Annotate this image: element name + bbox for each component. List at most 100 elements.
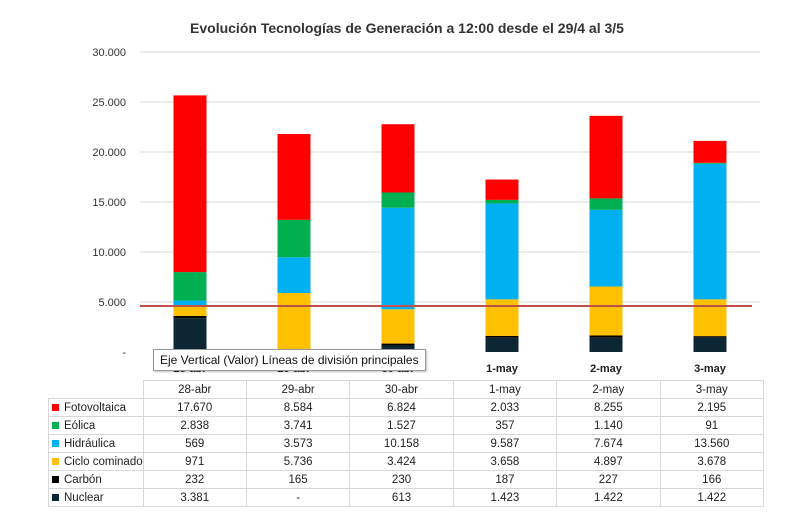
legend-entry: Eólica (48, 416, 144, 435)
table-corner (48, 380, 144, 399)
bar-segment (381, 343, 415, 346)
bar-segment (485, 337, 519, 352)
bar-segment (693, 336, 727, 338)
table-column-header: 1-may (452, 380, 558, 399)
y-axis-ticks: - 5.000 10.000 15.000 20.000 25.000 30.000 (92, 47, 126, 359)
table-header-row: 28-abr 29-abr 30-abr 1-may 2-may 3-may (48, 380, 765, 399)
table-cell: 165 (245, 470, 351, 489)
y-tick-label: 25.000 (92, 97, 126, 109)
table-cell: 613 (349, 488, 454, 507)
chart-title: Evolución Tecnologías de Generación a 12… (190, 20, 624, 36)
table-cell: 1.422 (659, 488, 765, 507)
x-category-label: 3-may (694, 363, 727, 375)
bar-segment (485, 335, 519, 338)
table-cell: 10.158 (349, 434, 454, 453)
table-column-header: 29-abr (245, 380, 351, 399)
bar-segment (693, 299, 727, 337)
table-cell: - (245, 488, 351, 507)
x-category-label: 1-may (486, 363, 519, 375)
legend-swatch (52, 493, 59, 501)
table-cell: 3.741 (245, 416, 351, 435)
table-cell: 3.381 (142, 488, 247, 507)
y-tick-label: 10.000 (92, 247, 126, 259)
table-cell: 3.573 (245, 434, 351, 453)
y-tick-label: - (122, 347, 126, 359)
bar-segment (173, 315, 207, 319)
gridlines (140, 51, 760, 303)
bar-segment (173, 272, 207, 301)
bar-segment (381, 309, 415, 344)
bar-segment (485, 179, 519, 200)
stacked-bar-chart: Evolución Tecnologías de Generación a 12… (92, 20, 760, 375)
table-cell: 6.824 (349, 398, 454, 417)
table-row: Carbón 232 165 230 187 227 166 (48, 470, 765, 489)
bar-segment (173, 318, 207, 352)
table-cell: 2.195 (659, 398, 765, 417)
bar-segment (277, 257, 311, 293)
legend-label: Fotovoltaica (64, 401, 127, 414)
data-table: 28-abr 29-abr 30-abr 1-may 2-may 3-may Fotovo… (48, 380, 765, 507)
table-cell: 227 (556, 470, 661, 489)
table-cell: 357 (452, 416, 558, 435)
bar-segment (589, 198, 623, 210)
bars (173, 95, 727, 352)
y-tick-label: 20.000 (92, 147, 126, 159)
table-cell: 17.670 (142, 398, 247, 417)
bar-segment (381, 192, 415, 208)
bar-segment (589, 209, 623, 287)
legend-swatch (52, 421, 59, 429)
legend-swatch (52, 439, 59, 447)
table-cell: 8.584 (245, 398, 351, 417)
table-row: Hidráulica 569 3.573 10.158 9.587 7.674 13.560 (48, 434, 765, 453)
table-cell: 2.838 (142, 416, 247, 435)
table-cell: 3.678 (659, 452, 765, 471)
bar-segment (589, 337, 623, 352)
table-row: Nuclear 3.381-613 1.423 1.422 1.422 (48, 488, 765, 507)
table-row: Fotovoltaica 17.670 8.584 6.824 2.033 8.255 2.… (48, 398, 765, 417)
table-cell: 971 (142, 452, 247, 471)
bar-segment (693, 337, 727, 352)
table-cell: 3.658 (452, 452, 558, 471)
x-category-label: 2-may (590, 363, 623, 375)
table-row: Eólica 2.838 3.741 1.527 357 1.140 91 (48, 416, 765, 435)
table-cell: 4.897 (556, 452, 661, 471)
bar-segment (277, 219, 311, 258)
y-tick-label: 30.000 (92, 47, 126, 59)
table-cell: 1.527 (349, 416, 454, 435)
table-cell: 8.255 (556, 398, 661, 417)
bar-segment (485, 199, 519, 204)
table-cell: 187 (452, 470, 558, 489)
bar-segment (381, 207, 415, 310)
table-cell: 569 (142, 434, 247, 453)
table-cell: 7.674 (556, 434, 661, 453)
table-cell: 1.423 (452, 488, 558, 507)
table-column-header: 28-abr (142, 380, 247, 399)
bar-segment (693, 140, 727, 163)
table-cell: 1.140 (556, 416, 661, 435)
legend-swatch (52, 457, 59, 465)
table-cell: 5.736 (245, 452, 351, 471)
table-column-header: 30-abr (349, 380, 454, 399)
table-cell: 91 (659, 416, 765, 435)
table-cell: 232 (142, 470, 247, 489)
bar-segment (693, 162, 727, 164)
legend-entry: Nuclear (48, 488, 144, 507)
table-cell: 230 (349, 470, 454, 489)
bar-segment (693, 163, 727, 300)
bar-segment (381, 124, 415, 193)
legend-label: Carbón (64, 473, 102, 486)
legend-entry: Ciclo cominado (48, 452, 144, 471)
table-cell: 1.422 (556, 488, 661, 507)
table-row: Ciclo cominado 971 5.736 3.424 3.658 4.897 3.6… (48, 452, 765, 471)
bar-segment (485, 299, 519, 336)
legend-swatch (52, 475, 59, 483)
axis-tooltip: Eje Vertical (Valor) Líneas de división … (153, 349, 426, 371)
table-cell: 3.424 (349, 452, 454, 471)
bar-segment (589, 115, 623, 199)
bar-segment (173, 300, 207, 307)
legend-label: Ciclo cominado (64, 455, 143, 468)
legend-swatch (52, 403, 59, 411)
bar-segment (381, 345, 415, 352)
legend-label: Nuclear (64, 491, 104, 504)
bar-segment (277, 134, 311, 220)
